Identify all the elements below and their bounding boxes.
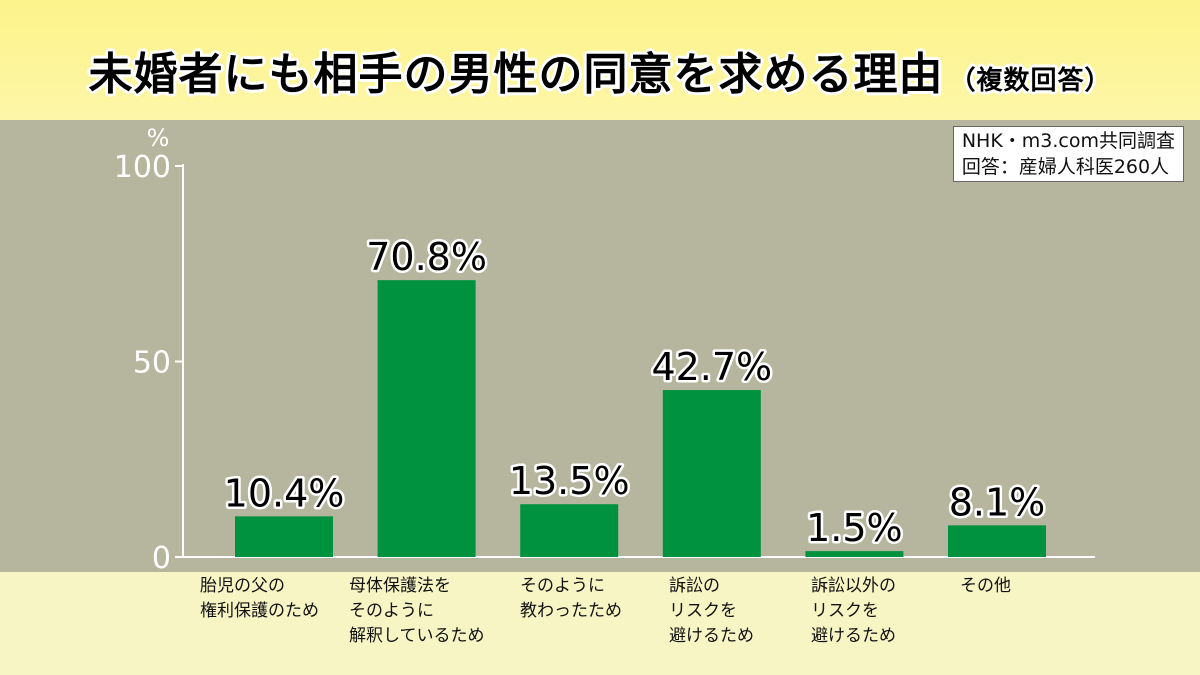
category-area: [0, 572, 1200, 675]
category-label: 母体保護法を そのように 解釈しているため: [349, 576, 485, 646]
bar: [805, 551, 904, 557]
bar: [235, 516, 333, 557]
category-label: そのように 教わったため: [520, 576, 622, 621]
y-tick-label: 0: [152, 541, 171, 576]
bar-value-label: 1.5%: [806, 506, 903, 550]
bar: [662, 390, 761, 557]
bar-value-label: 10.4%: [224, 471, 345, 515]
plot-area: [0, 120, 1200, 572]
chart-title: 未婚者にも相手の男性の同意を求める理由 （複数回答）: [0, 38, 1200, 102]
bar: [377, 280, 476, 557]
category-label: その他: [960, 576, 1011, 596]
chart-bars: [235, 280, 1046, 557]
source-note: NHK・m3.com共同調査 回答：産婦人科医260人: [952, 126, 1184, 182]
chart-data-labels: 10.4% 70.8% 13.5% 42.7% 1.5% 8.1%: [221, 233, 1048, 553]
chart-subtitle: （複数回答）: [949, 66, 1112, 96]
bar: [948, 525, 1046, 557]
bar-value-label: 8.1%: [949, 480, 1046, 524]
category-label: 訴訟の リスクを 避けるため: [669, 576, 754, 646]
bar-value-label: 70.8%: [366, 235, 487, 279]
source-line-2: 回答：産婦人科医260人: [961, 156, 1170, 178]
chart-axes: 0 50 100%: [114, 124, 1095, 576]
bar-value-label: 13.5%: [509, 459, 630, 503]
header-band: 未婚者にも相手の男性の同意を求める理由 （複数回答）: [0, 0, 1200, 120]
y-tick-label: 50: [133, 346, 171, 381]
category-label: 訴訟以外の リスクを 避けるため: [811, 576, 896, 646]
chart-title-main: 未婚者にも相手の男性の同意を求める理由: [88, 49, 944, 100]
source-line-1: NHK・m3.com共同調査: [961, 130, 1175, 152]
y-axis-unit: %: [147, 124, 170, 152]
category-label: 胎児の父の 権利保護のため: [200, 576, 319, 621]
y-tick-label: 100: [114, 150, 171, 185]
bar-value-label: 42.7%: [651, 345, 772, 389]
bar: [520, 504, 619, 557]
